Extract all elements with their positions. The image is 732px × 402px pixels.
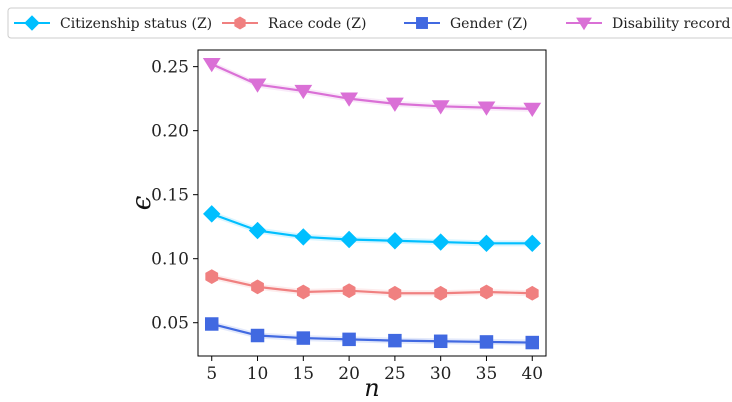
data-point [480, 284, 493, 300]
series-diamond [203, 205, 541, 253]
y-tick-label: 0.10 [151, 250, 189, 270]
data-point [296, 284, 310, 300]
data-point [340, 230, 358, 249]
legend-marker [576, 17, 592, 31]
data-point [202, 57, 221, 73]
x-tick-label: 5 [206, 364, 217, 384]
x-tick-label: 35 [476, 364, 498, 384]
data-point [294, 84, 313, 100]
axes: 5 10 15 20 25 30 35 40 0.05 0.10 0.15 0.20 0.25 [151, 58, 543, 384]
x-tick-label: 15 [292, 364, 314, 384]
data-point [385, 97, 404, 112]
data-point [388, 333, 402, 348]
data-point [431, 100, 450, 115]
legend-marker [234, 16, 246, 30]
legend-marker [416, 17, 428, 29]
y-tick-label: 0.20 [151, 122, 189, 142]
data-point [523, 102, 542, 118]
data-point [248, 78, 267, 93]
data-point [248, 221, 267, 240]
series-triangle-down [202, 57, 542, 118]
legend-label: Gender (Z) [450, 16, 528, 32]
confidence-band [211, 320, 533, 346]
series-square [204, 317, 540, 350]
y-tick-label: 0.25 [151, 58, 189, 78]
data-point [386, 232, 404, 250]
data-point [477, 234, 496, 253]
x-tick-label: 20 [338, 364, 360, 384]
data-point [342, 332, 356, 347]
series-line [211, 275, 533, 295]
legend: Citizenship status (Z) Race code (Z) Gende… [7, 7, 732, 39]
data-point [203, 205, 221, 223]
legend-marker [24, 15, 40, 31]
data-point [477, 101, 496, 116]
y-tick-label: 0.05 [151, 314, 189, 334]
series-layer [202, 57, 542, 350]
data-point [434, 285, 448, 301]
x-tick-label: 30 [430, 364, 452, 384]
series-line [211, 63, 533, 110]
x-tick-label: 40 [521, 364, 543, 384]
data-point [205, 269, 219, 284]
data-point [433, 334, 448, 349]
data-point [342, 283, 356, 299]
data-point [340, 92, 359, 107]
series-line [211, 322, 533, 344]
plot-area [197, 49, 547, 357]
confidence-band [211, 210, 533, 247]
x-tick-label: 10 [247, 364, 269, 384]
data-point [479, 335, 494, 349]
data-point [525, 335, 540, 350]
data-point [525, 285, 539, 301]
legend-label: Disability record (Z) [612, 16, 732, 32]
data-point [250, 328, 265, 343]
legend-label: Race code (Z) [268, 16, 366, 32]
data-point [251, 279, 264, 295]
data-point [388, 285, 402, 301]
legend-frame [7, 7, 732, 39]
data-point [294, 228, 313, 246]
legend-label: Citizenship status (Z) [60, 16, 212, 32]
data-point [431, 233, 450, 251]
y-tick-label: 0.15 [151, 186, 189, 206]
data-point [204, 317, 219, 331]
x-axis-label: n [364, 374, 379, 402]
data-point [523, 234, 541, 253]
x-tick-label: 25 [384, 364, 406, 384]
data-point [296, 331, 311, 345]
series-hexagon [205, 269, 539, 301]
y-axis-label: ϵ [127, 195, 157, 210]
